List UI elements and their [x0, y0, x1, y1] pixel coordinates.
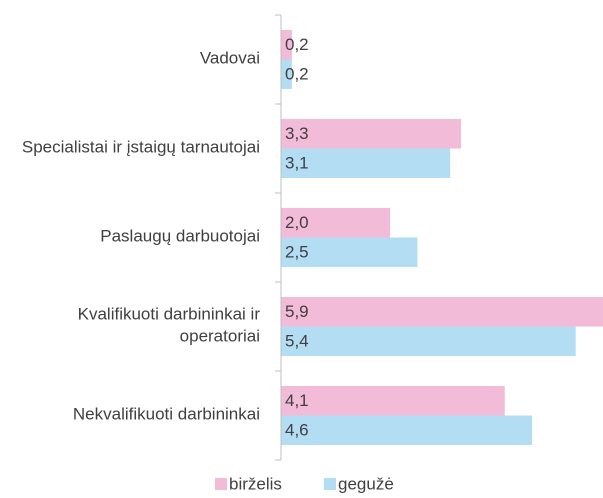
bar: [281, 237, 418, 267]
legend-label: birželis: [229, 474, 282, 493]
bar: [281, 59, 292, 89]
bar: [281, 30, 292, 60]
category-label: Nekvalifikuoti darbininkai: [73, 405, 260, 424]
legend-swatch: [324, 478, 336, 490]
value-label: 0,2: [285, 35, 309, 54]
bar: [281, 119, 462, 149]
bar: [281, 415, 533, 445]
bar: [281, 297, 603, 327]
value-label: 4,6: [285, 421, 309, 440]
value-label: 2,0: [285, 213, 309, 232]
legend-label: gegužė: [338, 474, 394, 493]
value-label: 4,1: [285, 391, 309, 410]
category-label: Vadovai: [200, 49, 260, 68]
legend-swatch: [215, 478, 227, 490]
bar: [281, 208, 391, 238]
value-label: 3,1: [285, 154, 309, 173]
category-label: Specialistai ir įstaigų tarnautojai: [22, 138, 260, 157]
value-label: 5,9: [285, 302, 309, 321]
value-label: 3,3: [285, 124, 309, 143]
value-label: 2,5: [285, 243, 309, 262]
bar: [281, 386, 505, 416]
value-label: 0,2: [285, 65, 309, 84]
category-label: Kvalifikuoti darbininkai ir operatoriai: [78, 305, 261, 346]
bar: [281, 326, 576, 356]
category-label: Paslaugų darbuotojai: [100, 227, 260, 246]
value-label: 5,4: [285, 332, 309, 351]
bar: [281, 148, 451, 178]
